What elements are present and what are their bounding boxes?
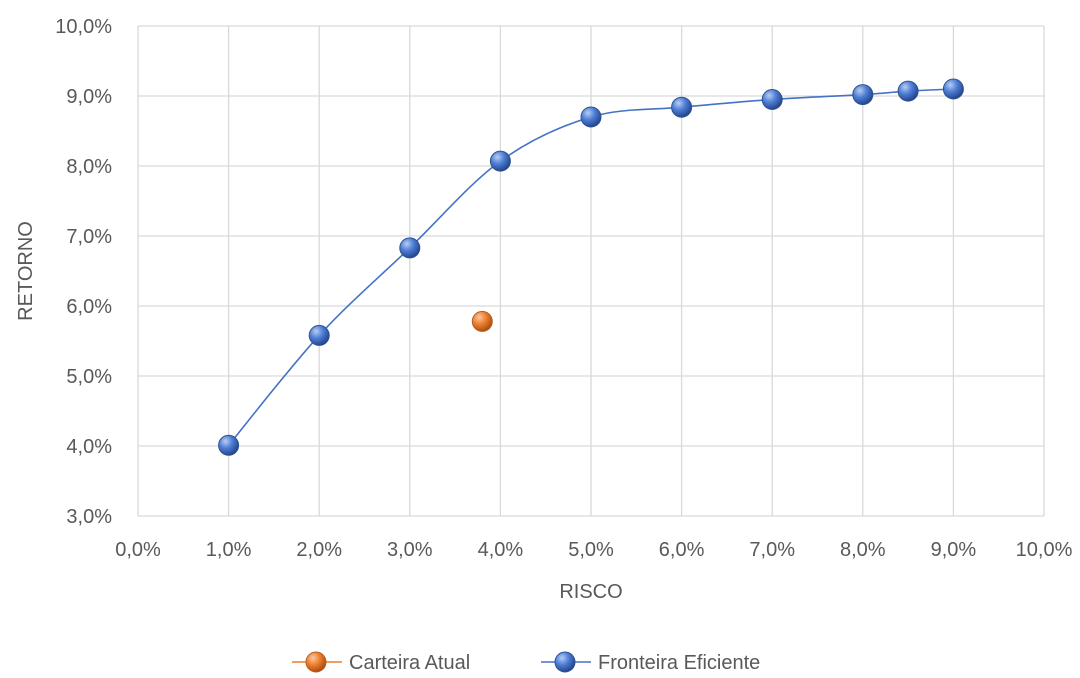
x-tick-label: 4,0% <box>478 539 524 561</box>
x-tick-label: 3,0% <box>387 539 433 561</box>
y-tick-label: 6,0% <box>66 296 112 318</box>
x-tick-label: 5,0% <box>568 539 614 561</box>
fronteira-eficiente-point <box>580 106 602 128</box>
y-tick-label: 10,0% <box>55 16 112 38</box>
fronteira-eficiente-point <box>399 237 421 259</box>
x-tick-label: 10,0% <box>1016 539 1073 561</box>
x-tick-label: 2,0% <box>296 539 342 561</box>
x-tick-label: 0,0% <box>115 539 161 561</box>
x-tick-label: 8,0% <box>840 539 886 561</box>
y-tick-label: 9,0% <box>66 86 112 108</box>
x-tick-label: 9,0% <box>931 539 977 561</box>
fronteira-eficiente-point <box>761 89 783 110</box>
x-tick-label: 7,0% <box>749 539 795 561</box>
legend-label-carteira-atual: Carteira Atual <box>349 652 470 673</box>
legend-label-fronteira-eficiente: Fronteira Eficiente <box>598 652 760 673</box>
y-tick-label: 3,0% <box>66 506 112 528</box>
fronteira-eficiente-point <box>852 84 874 106</box>
y-tick-label: 7,0% <box>66 226 112 248</box>
axes: 0,0% 1,0% 2,0% 3,0% 4,0% 5,0% 6,0% 7,0% 8,0% 9,0%… <box>55 16 1072 561</box>
x-tick-label: 1,0% <box>206 539 252 561</box>
fronteira-eficiente-point <box>218 434 240 456</box>
x-tick-label: 6,0% <box>659 539 705 561</box>
legend: Carteira Atual Fronteira Eficiente <box>292 651 760 674</box>
legend-marker-carteira-atual <box>305 651 327 673</box>
fronteira-eficiente-point <box>942 78 964 100</box>
fronteira-eficiente-point <box>308 324 330 346</box>
y-axis-title: RETORNO <box>15 221 37 321</box>
carteira-atual-point <box>471 310 493 332</box>
y-tick-label: 5,0% <box>66 366 112 388</box>
fronteira-eficiente-point <box>489 150 511 172</box>
fronteira-eficiente-point <box>897 80 919 102</box>
series <box>218 78 964 456</box>
legend-marker-fronteira-eficiente <box>554 651 576 673</box>
y-tick-label: 4,0% <box>66 436 112 458</box>
x-axis-title: RISCO <box>559 581 622 603</box>
fronteira-eficiente-point <box>671 96 693 118</box>
y-tick-label: 8,0% <box>66 156 112 178</box>
